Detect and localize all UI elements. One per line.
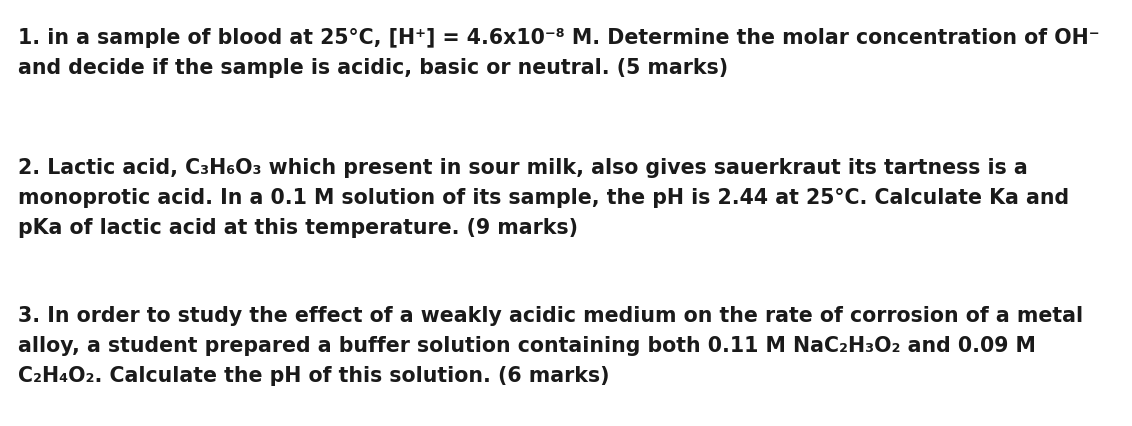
Text: 3. In order to study the effect of a weakly acidic medium on the rate of corrosi: 3. In order to study the effect of a wea…: [18, 306, 1083, 326]
Text: pKa of lactic acid at this temperature. (9 marks): pKa of lactic acid at this temperature. …: [18, 218, 578, 238]
Text: 1. in a sample of blood at 25°C, [H⁺] = 4.6x10⁻⁸ M. Determine the molar concentr: 1. in a sample of blood at 25°C, [H⁺] = …: [18, 28, 1099, 48]
Text: monoprotic acid. In a 0.1 M solution of its sample, the pH is 2.44 at 25°C. Calc: monoprotic acid. In a 0.1 M solution of …: [18, 188, 1069, 208]
Text: and decide if the sample is acidic, basic or neutral. (5 marks): and decide if the sample is acidic, basi…: [18, 58, 728, 78]
Text: 2. Lactic acid, C₃H₆O₃ which present in sour milk, also gives sauerkraut its tar: 2. Lactic acid, C₃H₆O₃ which present in …: [18, 158, 1028, 178]
Text: C₂H₄O₂. Calculate the pH of this solution. (6 marks): C₂H₄O₂. Calculate the pH of this solutio…: [18, 366, 609, 386]
Text: alloy, a student prepared a buffer solution containing both 0.11 M NaC₂H₃O₂ and : alloy, a student prepared a buffer solut…: [18, 336, 1036, 356]
